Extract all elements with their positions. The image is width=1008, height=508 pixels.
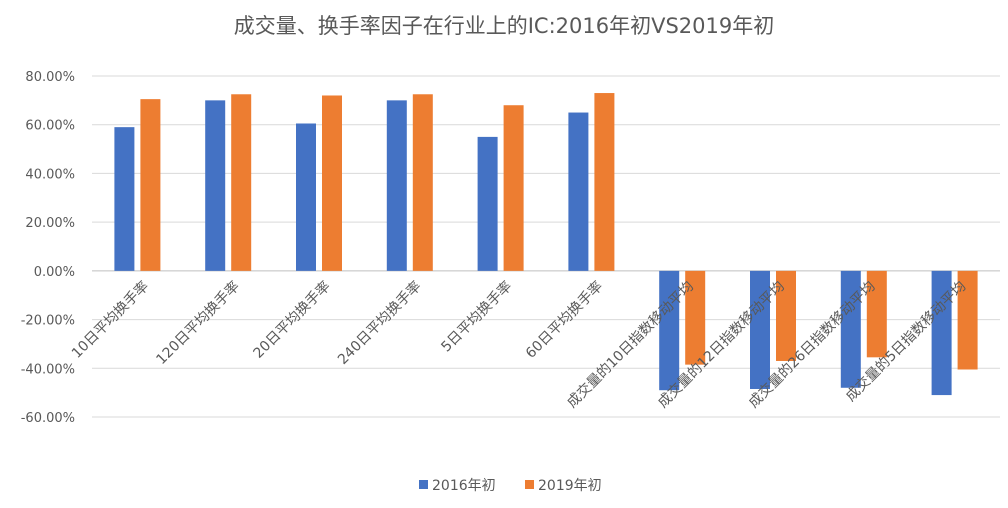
bar-series2	[503, 105, 524, 271]
legend: 2016年初 2019年初	[419, 477, 602, 494]
y-axis: 80.00% 60.00% 40.00% 20.00% 0.00% -20.00% -40.…	[21, 70, 75, 426]
x-tick-label: 5日平均换手率	[438, 278, 516, 356]
y-tick-label: 0.00%	[34, 265, 75, 280]
bar-series2	[322, 95, 342, 271]
bar-series2	[866, 270, 887, 358]
bar-series1	[750, 270, 770, 389]
legend-swatch	[419, 480, 428, 489]
bar-series2	[140, 99, 161, 271]
legend-swatch	[525, 480, 534, 489]
bar-series2	[594, 93, 615, 271]
bar-series2	[776, 270, 796, 361]
x-axis: 10日平均换手率 120日平均换手率 20日平均换手率 240日平均换手率 5日平均换手…	[68, 278, 969, 412]
y-tick-label: 40.00%	[25, 167, 75, 182]
grid-layer	[92, 75, 1000, 418]
y-tick-label: -40.00%	[21, 362, 75, 377]
bar-series2	[685, 270, 706, 365]
x-tick-label: 120日平均换手率	[153, 278, 243, 368]
legend-label: 2016年初	[432, 477, 496, 494]
y-tick-label: 20.00%	[25, 216, 75, 231]
y-tick-label: 60.00%	[25, 119, 75, 134]
bar-series1	[205, 100, 226, 271]
bar-series1	[931, 270, 952, 396]
y-tick-label: -60.00%	[21, 411, 75, 426]
y-tick-label: -20.00%	[21, 314, 75, 329]
bar-series1	[840, 270, 861, 388]
legend-label: 2019年初	[538, 477, 602, 494]
bar-series1	[386, 100, 407, 271]
bar-series1	[296, 123, 316, 271]
bar-series1	[568, 112, 589, 271]
bar-series2	[957, 270, 978, 370]
chart-title: 成交量、换手率因子在行业上的IC:2016年初VS2019年初	[234, 14, 775, 38]
bar-series1	[114, 127, 135, 271]
bar-series2	[231, 94, 252, 271]
bar-series2	[412, 94, 433, 271]
x-tick-label: 240日平均换手率	[334, 278, 424, 368]
bar-layer	[114, 93, 978, 396]
bar-series1	[659, 270, 680, 391]
bar-series1	[477, 136, 498, 271]
y-tick-label: 80.00%	[25, 70, 75, 85]
